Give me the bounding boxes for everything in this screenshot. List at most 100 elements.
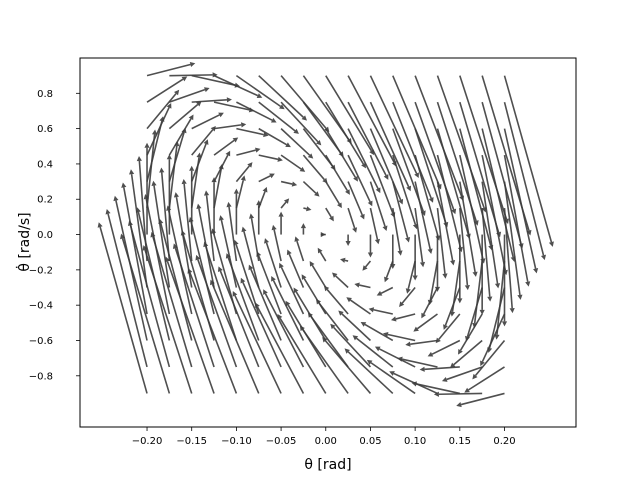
vector-arrow [248,264,282,341]
vector-arrow [121,182,148,315]
vector-arrow [144,142,150,235]
vector-arrow [427,339,461,357]
x-axis-ticks: −0.20 −0.15 −0.10 −0.05 0.00 0.05 0.10 0.15 0.20 [132,427,516,447]
x-tick-label: −0.20 [132,436,163,447]
vector-arrow [263,289,305,368]
vector-arrow [472,339,506,380]
y-tick-label: −0.6 [29,336,53,347]
vector-arrow [258,173,275,183]
vector-arrow [232,291,282,394]
vector-arrow [464,366,505,393]
y-tick-label: 0.2 [37,195,53,206]
vector-arrow [354,282,371,289]
vector-arrow [414,181,433,254]
vector-arrow [256,251,282,315]
y-tick-label: −0.4 [29,301,53,312]
y-tick-label: 0.4 [37,159,53,170]
vector-arrow [188,216,215,315]
x-tick-label: 0.10 [404,436,426,447]
vector-arrow [307,312,349,368]
vector-arrow [146,103,172,156]
vector-arrow [258,75,307,121]
vector-arrow [299,325,349,394]
vector-arrow [479,234,485,315]
vector-arrow [286,249,305,288]
vector-arrow [347,128,381,194]
vector-arrow [320,231,326,238]
vector-arrow [459,181,478,277]
vector-arrow [436,207,448,279]
y-tick-label: −0.8 [29,371,53,382]
vector-arrow [325,128,358,182]
vector-arrow [236,101,277,123]
vector-arrow [191,97,232,103]
vector-arrow [217,266,260,368]
vector-arrow [195,254,238,368]
vector-arrow [233,239,260,315]
vector-arrow [374,346,416,368]
x-tick-label: 0.20 [493,436,515,447]
vector-arrow [332,272,349,289]
x-tick-label: −0.15 [176,436,207,447]
vector-arrow [159,167,171,262]
vector-arrow [277,314,327,394]
vector-arrow [235,175,246,209]
vector-arrow [213,74,263,99]
vector-arrow [150,231,193,368]
vector-arrow [427,260,439,306]
vector-arrow [392,207,403,256]
vector-arrow [405,260,416,294]
vector-arrow [158,218,193,341]
y-axis-label: θ̇ [rad/s] [15,212,33,271]
vector-arrow [235,74,285,110]
vector-arrow [391,313,416,322]
vector-arrow [105,208,148,368]
vector-arrow [382,331,416,342]
vector-arrow [255,302,305,394]
y-tick-label: 0.8 [37,89,53,100]
vector-arrow [226,201,238,262]
vector-arrow [241,226,260,288]
vector-arrow [501,234,508,327]
vector-arrow [414,207,426,268]
vector-arrow [362,260,372,271]
vector-arrow [127,220,171,368]
vector-arrow [436,181,456,266]
vector-arrow [315,298,349,341]
vector-arrow [300,223,307,235]
vector-arrow [481,181,501,289]
vector-arrow [459,207,470,291]
vector-arrow [190,139,209,182]
vector-arrow [203,241,238,341]
vector-arrow [303,206,312,212]
vector-arrow [309,261,327,288]
vector-arrow [503,208,515,314]
vector-arrow [280,198,290,209]
vector-arrow [503,154,531,287]
vector-arrow [258,101,299,134]
vector-arrow [465,287,483,342]
vector-arrow [146,89,180,130]
vector-arrow [236,147,261,156]
vector-arrow [412,234,418,281]
vector-arrow [369,101,411,192]
vector-arrow [325,101,366,169]
vector-arrow [143,193,171,315]
vector-arrow [191,125,216,156]
vector-arrow [435,313,461,344]
vector-arrow [280,101,322,146]
vector-arrow [258,127,291,148]
vector-arrow [211,177,217,235]
vector-arrow [264,238,282,288]
vector-arrow [487,287,506,353]
vector-arrow [366,359,416,395]
vector-arrow [347,101,389,180]
vector-arrow [203,190,215,262]
vector-arrow [280,154,306,172]
vector-arrow [146,76,188,103]
vector-arrow [369,207,380,245]
vector-arrow [213,122,247,130]
vector-arrow [503,101,547,261]
vector-arrow [494,260,506,340]
